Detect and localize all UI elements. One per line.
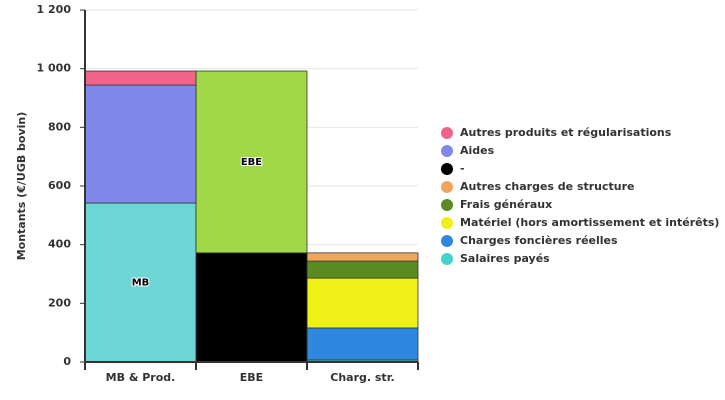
bar-segment: [306, 252, 419, 262]
legend-marker: [441, 217, 453, 229]
legend-marker: [441, 127, 453, 139]
y-axis-title: Montants (€/UGB bovin): [15, 112, 28, 261]
segment-label: MB: [132, 278, 150, 289]
legend-marker: [441, 235, 453, 247]
bar-segment: [306, 327, 419, 361]
y-tick-label: 600: [48, 179, 71, 192]
bar-segment: [195, 70, 308, 254]
x-tick-label: MB & Prod.: [106, 371, 176, 384]
legend-marker: [441, 181, 453, 193]
legend-label: Matériel (hors amortissement et intérêts…: [460, 216, 719, 229]
legend-label: Autres produits et régularisations: [460, 126, 672, 139]
x-tick-label: Charg. str.: [330, 371, 394, 384]
bar-segment: [84, 70, 197, 86]
bar-segment: [306, 277, 419, 329]
legend-label: Aides: [460, 144, 495, 157]
y-tick-label: 200: [48, 296, 71, 309]
legend-label: Autres charges de structure: [460, 180, 635, 193]
y-tick-label: 0: [63, 355, 71, 368]
legend-marker: [441, 253, 453, 265]
legend-marker: [441, 145, 453, 157]
bar-segment: [195, 252, 308, 363]
legend-label: Salaires payés: [460, 252, 550, 265]
y-tick-label: 400: [48, 238, 71, 251]
y-tick-label: 1 200: [37, 3, 72, 16]
legend-label: Frais généraux: [460, 198, 552, 211]
x-tick-label: EBE: [240, 371, 263, 384]
y-tick-label: 800: [48, 120, 71, 133]
segment-label: EBE: [241, 157, 262, 168]
bar-segment: [306, 260, 419, 279]
legend-label: Charges foncières réelles: [460, 234, 618, 247]
bar-segment: [84, 202, 197, 363]
legend-marker: [441, 199, 453, 211]
y-tick-label: 1 000: [37, 62, 72, 75]
legend-marker: [441, 163, 453, 175]
legend-label: -: [460, 162, 465, 175]
bar-segment: [84, 84, 197, 204]
